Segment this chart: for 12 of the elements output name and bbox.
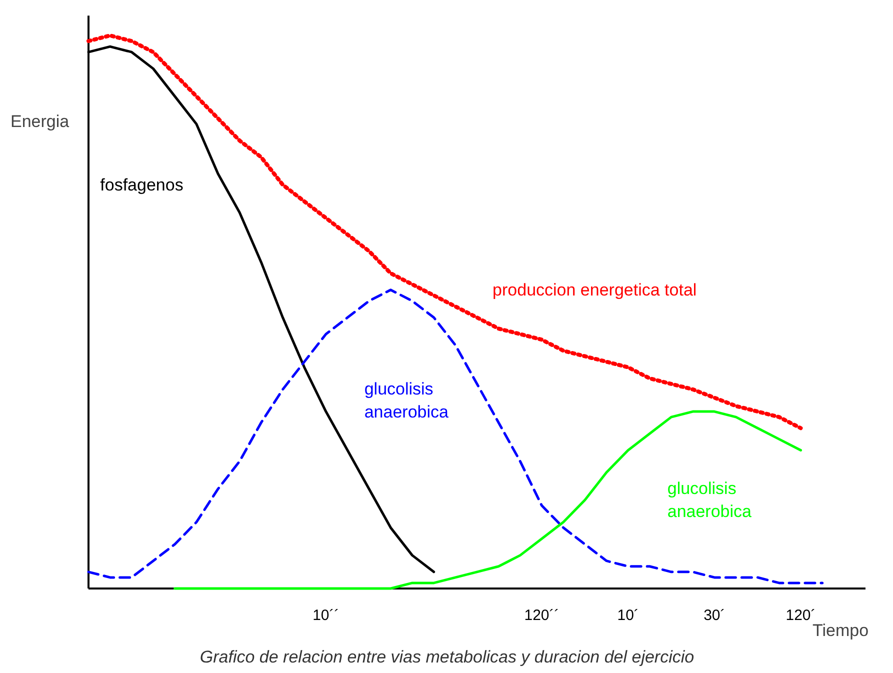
x-tick-label: 120´ [786, 607, 816, 624]
text: glucolisis anaerobica [667, 479, 752, 521]
x-tick-label: 120´´ [524, 607, 560, 624]
x-axis-title: Tiempo [812, 621, 869, 640]
text: Grafico de relacion entre vias metabolicas y duracion del ejercicio [200, 648, 694, 666]
x-tick-label: 10´ [617, 607, 639, 624]
y-axis-title: Energia [10, 112, 70, 131]
series-label: glucolisis anaerobica [364, 380, 449, 422]
x-tick-label: 30´ [704, 607, 726, 624]
x-tick-label: 10´´ [312, 607, 340, 624]
series-label: produccion energetica total [492, 280, 697, 300]
series-label: fosfagenos [100, 175, 184, 194]
